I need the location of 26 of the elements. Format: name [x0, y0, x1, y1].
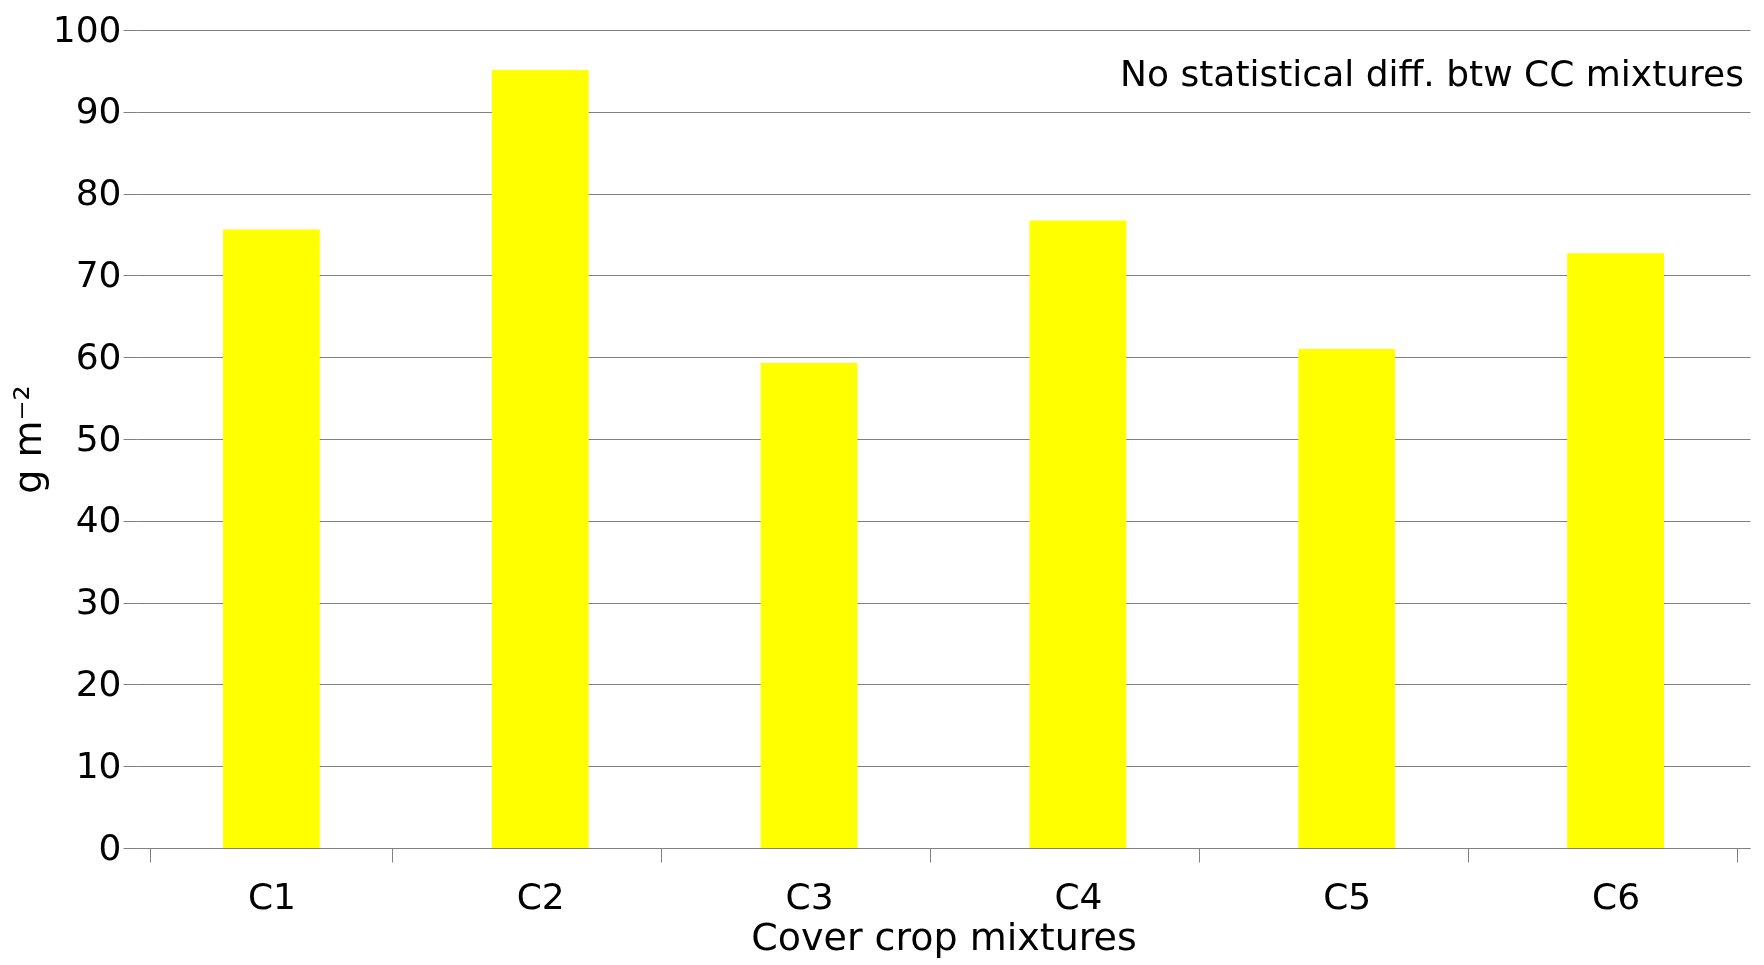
bar: [491, 70, 589, 848]
y-tick-label: 100: [52, 8, 122, 50]
x-tick-label: C3: [785, 875, 834, 917]
bar: [1029, 220, 1127, 848]
y-axis-title: g m⁻²: [5, 385, 50, 494]
y-tick-label: 20: [75, 662, 122, 704]
x-tick-label: C4: [1054, 875, 1103, 917]
annotation: No statistical diff. btw CC mixtures: [1120, 52, 1744, 94]
x-tick-label: C1: [247, 875, 296, 917]
y-tick-label: 0: [98, 826, 122, 868]
bar: [760, 362, 858, 848]
bar: [1567, 253, 1664, 848]
x-axis-title: Cover crop mixtures: [751, 914, 1137, 959]
bar: [223, 229, 320, 848]
y-tick-label: 10: [75, 744, 122, 786]
x-tick-label: C5: [1323, 875, 1372, 917]
x-tick-label: C6: [1592, 875, 1641, 917]
y-tick-label: 40: [75, 499, 122, 541]
y-tick-label: 30: [75, 581, 122, 623]
y-tick-label: 60: [75, 335, 122, 377]
bar: [1298, 349, 1396, 848]
y-tick-label: 50: [75, 417, 122, 459]
x-tick-label: C2: [516, 875, 565, 917]
y-tick-label: 90: [75, 90, 122, 132]
y-tick-label: 80: [75, 172, 122, 214]
y-tick-label: 70: [75, 253, 122, 295]
